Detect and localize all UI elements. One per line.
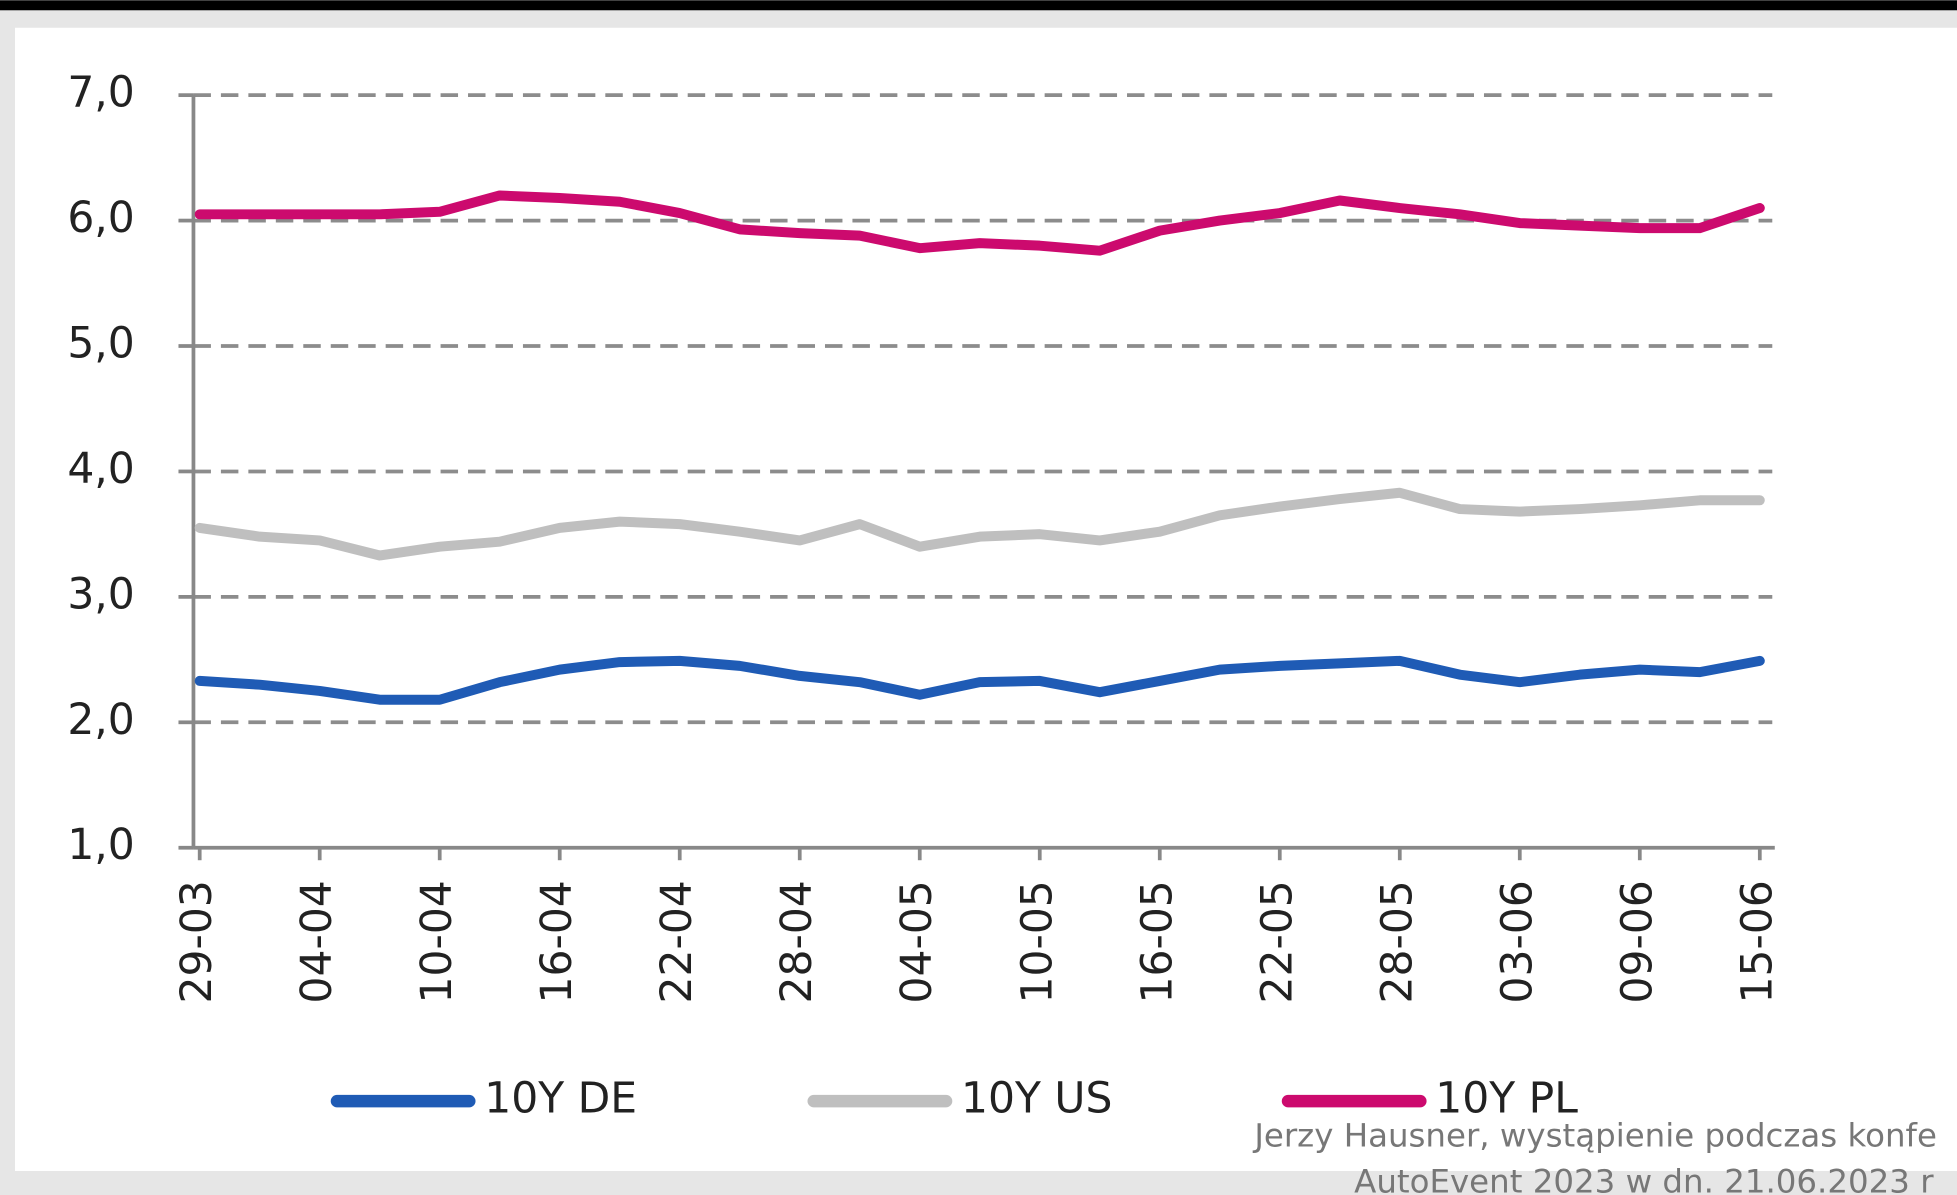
- x-tick-label: 22-05: [1253, 880, 1302, 1003]
- y-tick-label: 4,0: [67, 445, 134, 494]
- series-line: [194, 190, 1765, 256]
- x-tick-label: 15-06: [1733, 880, 1782, 1003]
- legend-label: 10Y US: [961, 1075, 1112, 1124]
- x-tick-label: 29-03: [173, 880, 222, 1003]
- x-tick-label: 28-04: [773, 880, 822, 1003]
- annotation: AutoEvent 2023 w dn. 21.06.2023 r: [1354, 1162, 1934, 1195]
- x-tick-label: 04-04: [293, 880, 342, 1003]
- x-tick-label: 22-04: [653, 880, 702, 1003]
- x-tick-label: 10-04: [413, 880, 462, 1003]
- annotation: Jerzy Hausner, wystąpienie podczas konfe: [1252, 1116, 1937, 1154]
- legend-label: 10Y PL: [1435, 1075, 1578, 1124]
- y-tick-label: 5,0: [67, 320, 134, 369]
- x-tick-label: 04-05: [893, 880, 942, 1003]
- series-line: [194, 655, 1765, 705]
- x-tick-label: 10-05: [1013, 880, 1062, 1003]
- series-line: [194, 487, 1765, 561]
- x-tick-label: 16-04: [533, 880, 582, 1003]
- y-tick-label: 1,0: [67, 821, 134, 870]
- legend-label: 10Y DE: [484, 1075, 637, 1124]
- top-bar: [0, 0, 1957, 11]
- x-tick-label: 16-05: [1133, 880, 1182, 1003]
- y-tick-label: 2,0: [67, 696, 134, 745]
- y-tick-label: 3,0: [67, 570, 134, 619]
- y-tick-label: 7,0: [67, 69, 134, 118]
- y-tick-label: 6,0: [67, 194, 134, 243]
- x-tick-label: 03-06: [1493, 880, 1542, 1003]
- x-tick-label: 09-06: [1613, 880, 1662, 1003]
- x-tick-label: 28-05: [1373, 880, 1422, 1003]
